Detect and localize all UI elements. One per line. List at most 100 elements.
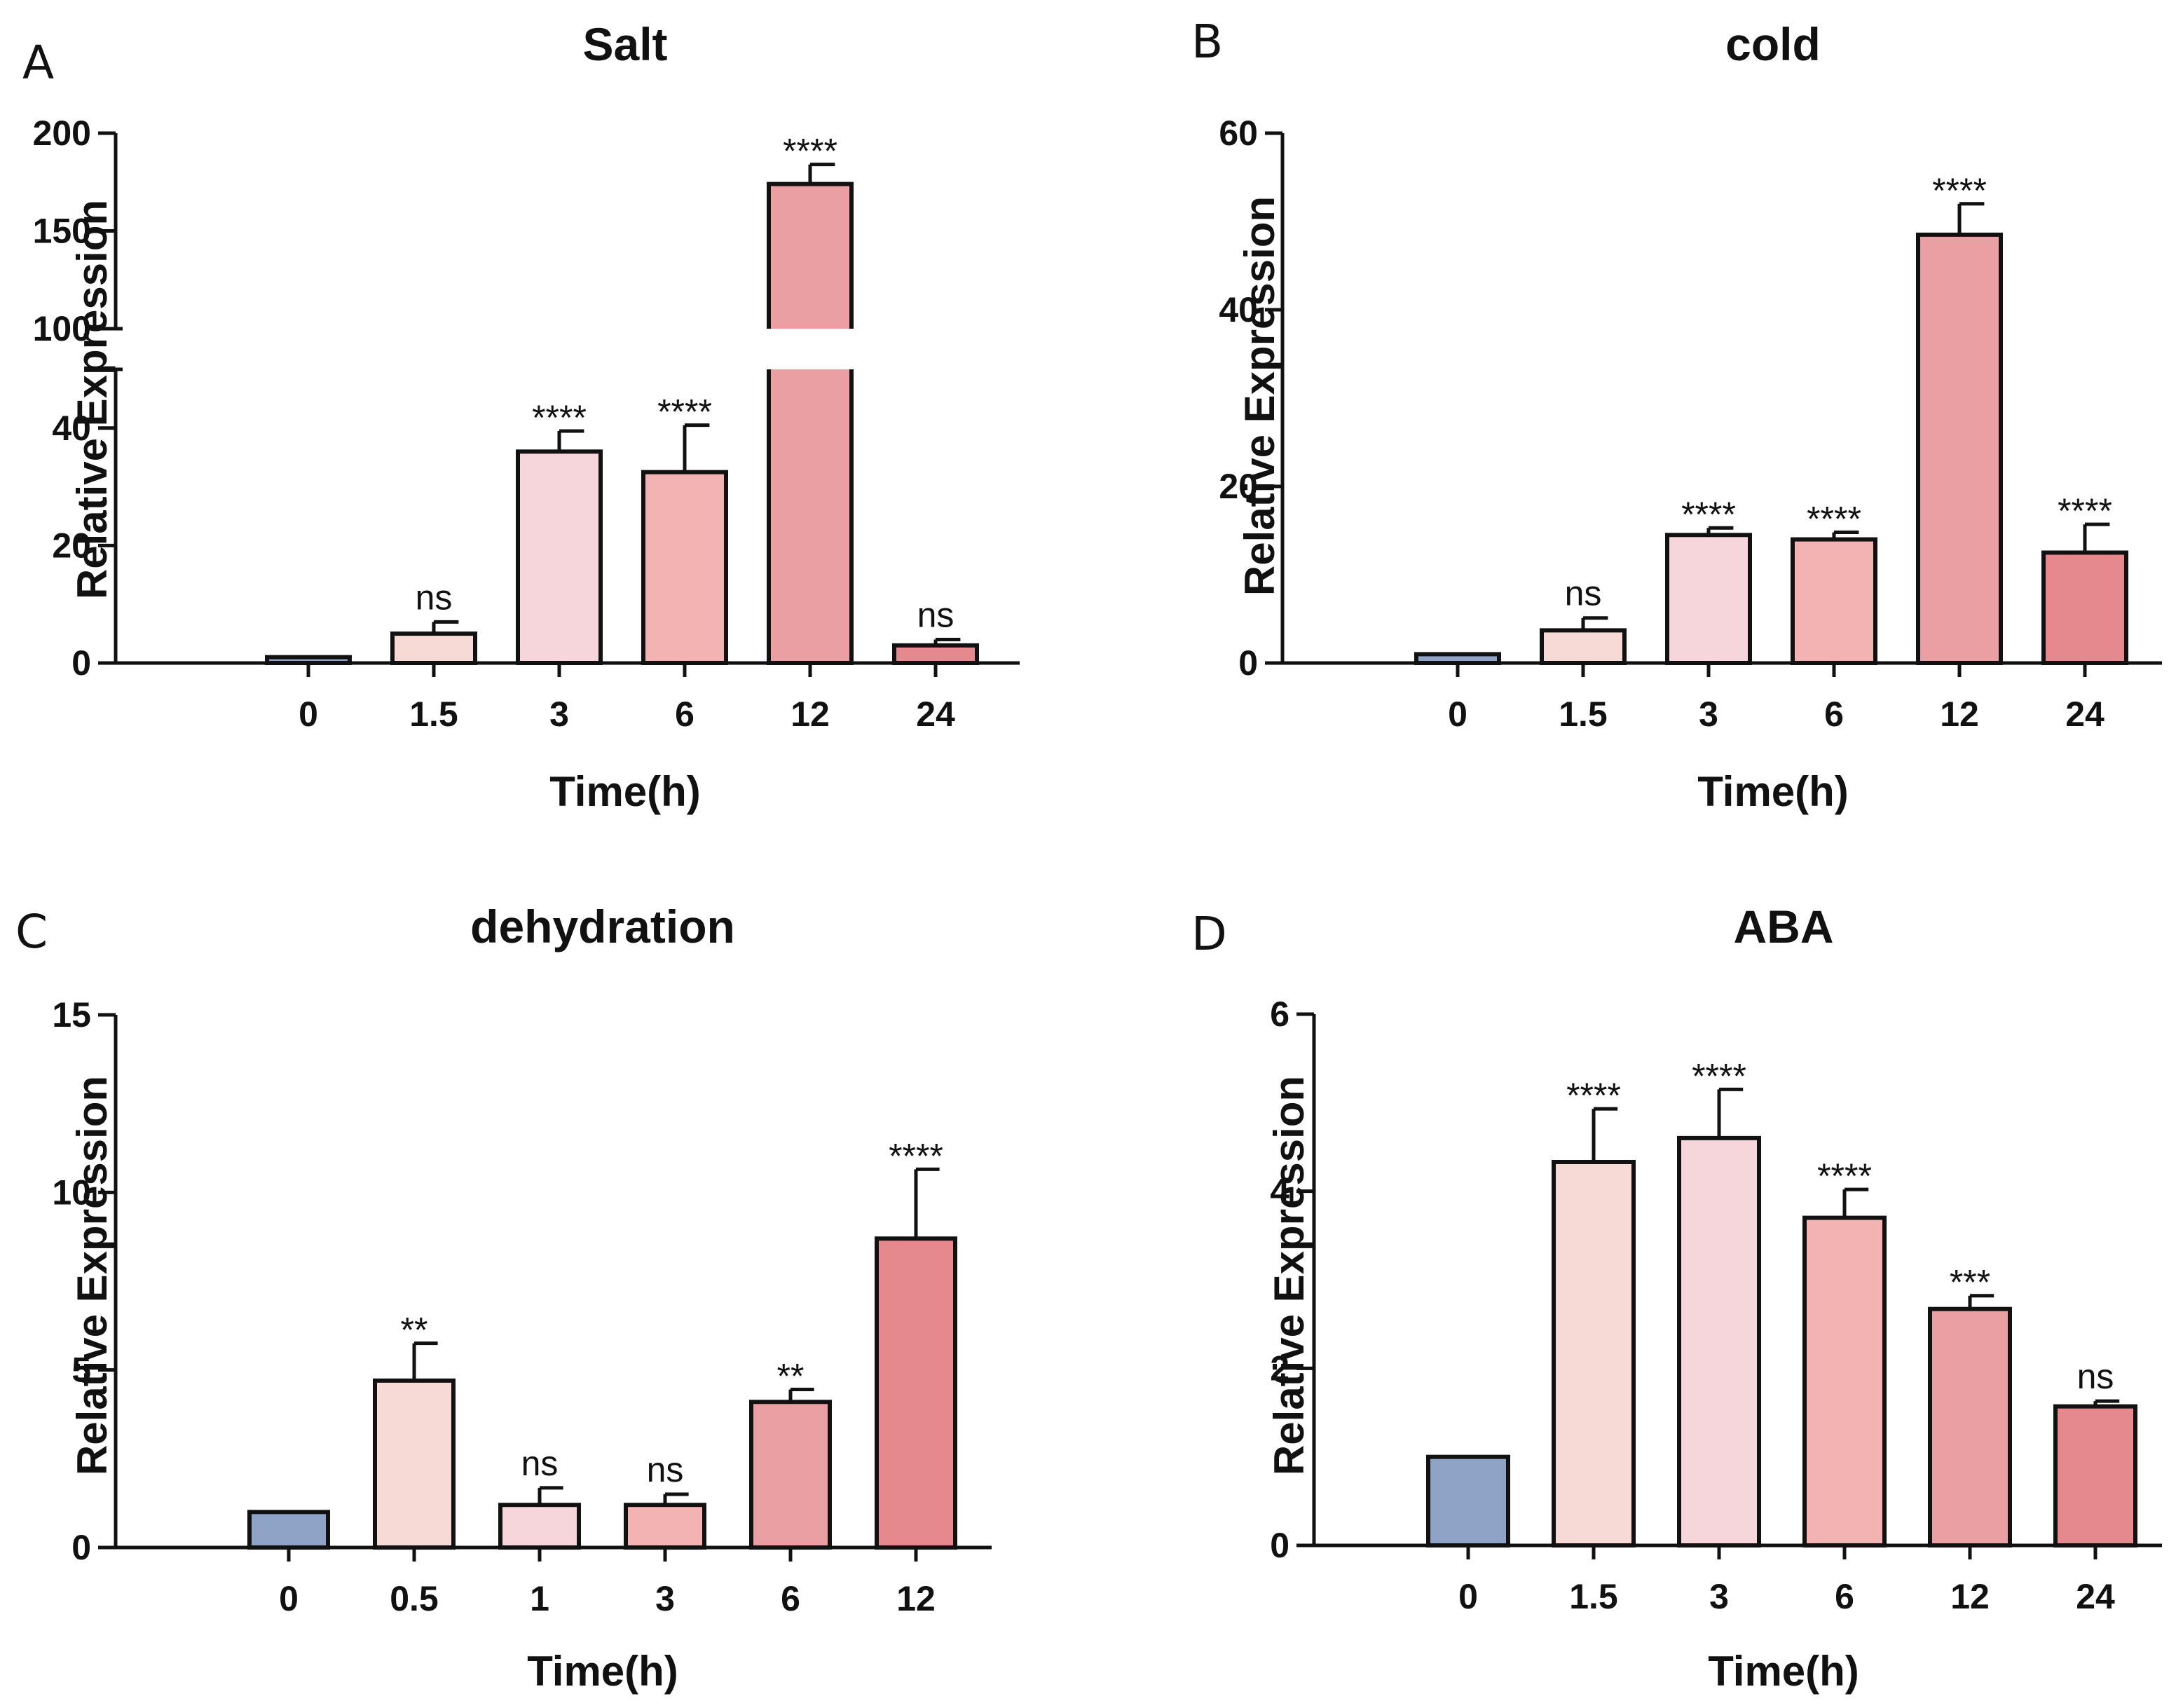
x-tick-label-aba-6: 6 <box>1835 1577 1854 1616</box>
x-tick-label-salt-0: 0 <box>299 695 318 734</box>
significance-label-cold-1.5: ns <box>1565 574 1602 613</box>
y-tick-label-cold-0: 0 <box>1238 643 1258 683</box>
panel-c: C dehydration Relative Expression Time(h… <box>15 901 992 1695</box>
bar-aba-0 <box>1426 1454 1510 1548</box>
plot-area-salt: 0 ns 1.5 **** 3 **** 6 **** 12 ns 24 0 20 40 100 150 200 <box>33 114 1020 734</box>
significance-label-cold-12: **** <box>1932 171 1987 210</box>
bar-aba-24 <box>2053 1404 2137 1548</box>
panel-letter-b: B <box>1191 15 1223 69</box>
significance-label-dehydration-12: **** <box>889 1136 943 1175</box>
significance-label-aba-12: *** <box>1950 1263 1990 1302</box>
bar-salt-6 <box>641 470 728 666</box>
x-tick-label-cold-6: 6 <box>1824 695 1844 734</box>
y-tick-label-salt-150: 150 <box>33 212 91 251</box>
bar-salt-3 <box>516 449 603 665</box>
x-tick-label-dehydration-3: 3 <box>655 1579 675 1618</box>
significance-label-salt-12: **** <box>783 132 837 171</box>
y-tick-label-salt-40: 40 <box>52 409 91 448</box>
y-axis-label-dehydration: Relative Expression <box>69 1076 116 1475</box>
chart-title-salt: Salt <box>582 18 667 70</box>
y-axis-label-cold: Relative Expression <box>1236 196 1283 596</box>
significance-label-cold-24: **** <box>2058 491 2112 531</box>
x-tick-label-dehydration-0: 0 <box>279 1579 299 1618</box>
x-tick-label-dehydration-0.5: 0.5 <box>390 1579 439 1618</box>
x-tick-label-salt-24: 24 <box>916 695 955 734</box>
panel-letter-d: D <box>1191 907 1227 961</box>
panel-b: B cold Relative Expression Time(h) 0 ns 1.… <box>1191 15 2162 815</box>
y-axis-label-aba: Relative Expression <box>1266 1076 1313 1475</box>
bar-aba-6 <box>1802 1215 1887 1548</box>
significance-label-salt-6: **** <box>657 392 712 432</box>
x-tick-label-salt-1.5: 1.5 <box>409 695 458 734</box>
x-axis-label-cold: Time(h) <box>1697 768 1849 815</box>
y-tick-label-dehydration-15: 15 <box>52 995 91 1034</box>
bar-dehydration-0.5 <box>373 1378 456 1550</box>
x-tick-label-cold-24: 24 <box>2065 695 2105 734</box>
significance-label-salt-3: **** <box>532 398 587 437</box>
bar-cold-6 <box>1791 537 1877 665</box>
significance-label-aba-24: ns <box>2077 1357 2114 1396</box>
bar-cold-12 <box>1916 232 2003 665</box>
x-axis-label-aba: Time(h) <box>1708 1648 1859 1695</box>
x-tick-label-salt-3: 3 <box>549 695 569 734</box>
x-tick-label-dehydration-12: 12 <box>896 1579 936 1618</box>
axis-break-gap-salt <box>765 329 856 369</box>
y-tick-label-aba-4: 4 <box>1270 1172 1289 1211</box>
plot-area-cold: 0 ns 1.5 **** 3 **** 6 **** 12 **** 24 0 20 40 60 <box>1219 114 2162 734</box>
bar-cold-24 <box>2041 550 2128 665</box>
y-tick-label-aba-2: 2 <box>1270 1348 1289 1388</box>
bar-dehydration-1 <box>498 1503 581 1550</box>
x-tick-label-cold-0: 0 <box>1448 695 1467 734</box>
significance-label-salt-1.5: ns <box>416 578 453 617</box>
significance-label-dehydration-1: ns <box>521 1444 559 1483</box>
chart-title-dehydration: dehydration <box>470 901 735 952</box>
significance-label-dehydration-6: ** <box>777 1357 805 1396</box>
bar-salt-24 <box>892 643 979 665</box>
x-tick-label-cold-1.5: 1.5 <box>1559 695 1608 734</box>
x-axis-label-salt: Time(h) <box>549 768 701 815</box>
significance-label-cold-3: **** <box>1681 495 1736 534</box>
bar-dehydration-12 <box>875 1236 957 1550</box>
y-tick-label-dehydration-5: 5 <box>71 1351 91 1390</box>
bar-dehydration-6 <box>749 1400 832 1550</box>
significance-label-aba-1.5: **** <box>1566 1076 1621 1115</box>
x-tick-label-aba-0: 0 <box>1458 1577 1478 1616</box>
x-axis-label-dehydration: Time(h) <box>527 1648 678 1695</box>
y-tick-label-aba-0: 0 <box>1270 1526 1289 1565</box>
y-tick-label-dehydration-10: 10 <box>52 1173 91 1212</box>
bar-salt-1.5 <box>390 631 477 665</box>
plot-area-dehydration: 0 ** 0.5 ns 1 ns 3 ** 6 **** 12 0 5 10 15 <box>52 995 992 1618</box>
chart-title-aba: ABA <box>1734 901 1834 952</box>
x-tick-label-aba-1.5: 1.5 <box>1569 1577 1618 1616</box>
bar-cold-3 <box>1665 533 1752 665</box>
panel-d: D ABA Relative Expression Time(h) 0 **** 1… <box>1191 901 2162 1695</box>
significance-label-dehydration-3: ns <box>647 1450 684 1489</box>
y-tick-label-dehydration-0: 0 <box>71 1528 91 1567</box>
y-tick-label-cold-20: 20 <box>1219 467 1258 506</box>
significance-label-dehydration-0.5: ** <box>401 1311 428 1350</box>
x-tick-label-cold-3: 3 <box>1699 695 1718 734</box>
y-tick-label-cold-60: 60 <box>1219 114 1258 153</box>
x-tick-label-aba-12: 12 <box>1950 1577 1990 1616</box>
significance-label-aba-3: **** <box>1692 1056 1746 1095</box>
x-tick-label-salt-6: 6 <box>675 695 694 734</box>
bar-dehydration-3 <box>624 1503 706 1550</box>
bar-aba-1.5 <box>1552 1159 1636 1548</box>
x-tick-label-aba-24: 24 <box>2076 1577 2115 1616</box>
significance-label-salt-24: ns <box>917 595 954 634</box>
y-tick-label-salt-0: 0 <box>71 643 91 683</box>
y-tick-label-salt-20: 20 <box>52 526 91 565</box>
bar-aba-12 <box>1928 1306 2012 1548</box>
x-tick-label-dehydration-6: 6 <box>781 1579 800 1618</box>
panel-letter-c: C <box>15 905 48 959</box>
x-tick-label-salt-12: 12 <box>791 695 830 734</box>
x-tick-label-dehydration-1: 1 <box>530 1579 549 1618</box>
panel-a: A Salt Relative Expression Time(h) 0 ns 1.… <box>22 18 1020 815</box>
y-tick-label-salt-100: 100 <box>33 309 91 348</box>
y-tick-label-salt-200: 200 <box>33 114 91 153</box>
significance-label-aba-6: **** <box>1817 1156 1872 1196</box>
bar-dehydration-0 <box>247 1510 330 1550</box>
bar-aba-3 <box>1677 1135 1761 1548</box>
